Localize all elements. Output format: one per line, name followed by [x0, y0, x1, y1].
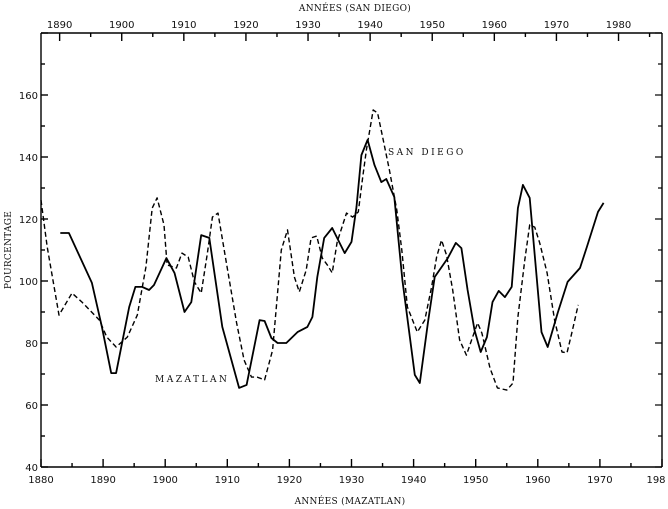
x2-tick-label: 1910 — [171, 20, 196, 31]
series-label-mazatlan: MAZATLAN — [155, 375, 229, 385]
x2-tick-label: 1890 — [47, 20, 72, 31]
x-tick-label: 1930 — [339, 475, 364, 486]
x2-tick-label: 1940 — [357, 20, 382, 31]
x-tick-label: 1950 — [463, 475, 488, 486]
x2-tick-label: 1980 — [606, 20, 631, 31]
x-tick-label: 1960 — [525, 475, 550, 486]
y-axis-title: POURCENTAGE — [4, 211, 14, 289]
y-tick-label: 80 — [25, 339, 38, 350]
x-tick-label: 198 — [646, 475, 665, 486]
y-tick-label: 60 — [25, 401, 38, 412]
series-line-mazatlan — [60, 138, 605, 389]
series-lines — [40, 109, 605, 391]
y-tick-label: 160 — [19, 91, 38, 102]
x-tick-label: 1880 — [28, 475, 53, 486]
x-tick-label: 1970 — [587, 475, 612, 486]
x-tick-label: 1890 — [90, 475, 115, 486]
x2-tick-label: 1900 — [109, 20, 134, 31]
y-tick-label: 40 — [25, 463, 38, 474]
x2-tick-label: 1930 — [295, 20, 320, 31]
x2-tick-label: 1950 — [420, 20, 445, 31]
x2-tick-label: 1920 — [233, 20, 258, 31]
y-tick-label: 140 — [19, 153, 38, 164]
x-tick-label: 1940 — [401, 475, 426, 486]
x-tick-label: 1900 — [152, 475, 177, 486]
bottom-axis-title: ANNÉES (MAZATLAN) — [294, 495, 406, 507]
x-tick-label: 1910 — [215, 475, 240, 486]
ticks: 40 60 80 100 120 140 160 1880 1890 1900 1910 1920 19… — [19, 20, 666, 486]
axes-frame — [40, 32, 663, 468]
x-tick-label: 1920 — [277, 475, 302, 486]
x2-tick-label: 1960 — [482, 20, 507, 31]
x2-tick-label: 1970 — [544, 20, 569, 31]
y-tick-label: 120 — [19, 215, 38, 226]
top-axis-title: ANNÉES (SAN DIEGO) — [298, 2, 411, 14]
series-label-san-diego: SAN DIEGO — [388, 148, 466, 158]
y-tick-label: 100 — [19, 277, 38, 288]
